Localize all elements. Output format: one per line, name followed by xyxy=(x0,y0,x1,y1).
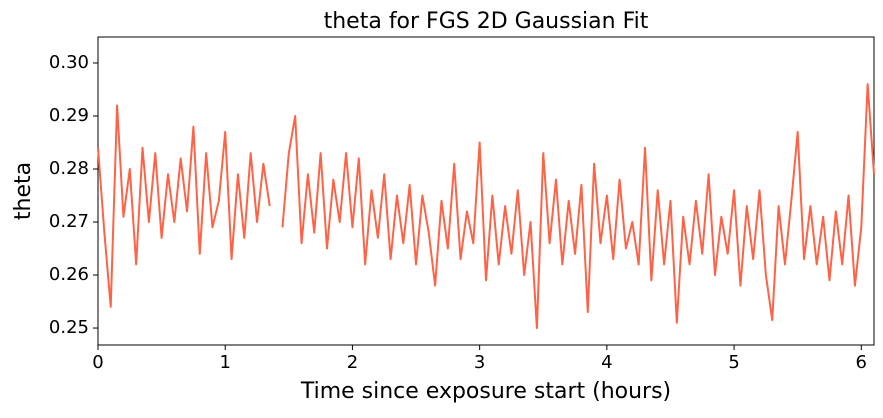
data-line xyxy=(97,83,875,330)
x-tick-label: 0 xyxy=(92,352,103,373)
y-tick-label: 0.25 xyxy=(49,317,89,338)
x-tick-label: 3 xyxy=(474,352,485,373)
y-tick-label: 0.30 xyxy=(49,52,89,73)
y-tick-label: 0.27 xyxy=(49,211,89,232)
chart-title: theta for FGS 2D Gaussian Fit xyxy=(324,9,649,34)
plot-frame xyxy=(97,36,875,346)
x-axis-label: Time since exposure start (hours) xyxy=(300,379,671,404)
x-tick-label: 1 xyxy=(219,352,230,373)
x-tick-label: 5 xyxy=(728,352,739,373)
x-tick-label: 4 xyxy=(601,352,612,373)
y-tick-label: 0.29 xyxy=(49,105,89,126)
y-tick-label: 0.26 xyxy=(49,264,89,285)
y-tick-label: 0.28 xyxy=(49,158,89,179)
x-tick-label: 6 xyxy=(856,352,867,373)
y-axis-label: theta xyxy=(11,162,36,220)
x-tick-label: 2 xyxy=(347,352,358,373)
